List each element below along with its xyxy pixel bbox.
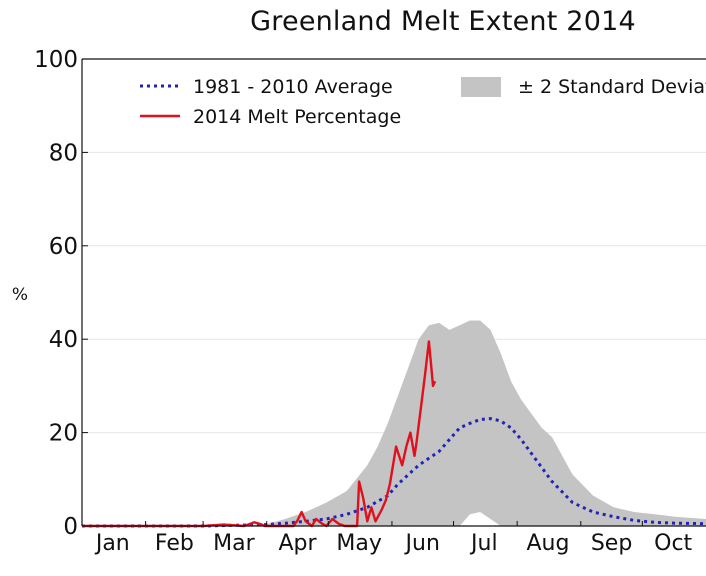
x-tick-label: Jul xyxy=(469,531,498,556)
y-tick-label: 20 xyxy=(49,421,78,447)
y-axis-label: % xyxy=(12,285,28,305)
y-tick-label: 100 xyxy=(34,47,78,73)
x-tick-label: Apr xyxy=(278,531,317,556)
x-tick-label: Oct xyxy=(654,531,692,556)
legend-swatch-band xyxy=(461,77,501,97)
y-tick-label: 0 xyxy=(63,514,78,540)
x-tick-label: Mar xyxy=(213,531,255,556)
axes: 0 20 40 60 80 100% Jan Feb Mar Apr May Jun Jul Aug Sep… xyxy=(12,47,706,556)
x-tick-label: Sep xyxy=(591,531,632,556)
x-tick-label: May xyxy=(336,531,381,556)
std-band-layer xyxy=(82,320,706,526)
x-tick-label: Jan xyxy=(94,531,130,556)
legend: 1981 - 2010 Average 2014 Melt Percentage ±… xyxy=(140,76,706,128)
y-tick-label: 60 xyxy=(49,234,78,260)
y-tick-label: 40 xyxy=(49,327,78,353)
grid-lines xyxy=(82,151,706,434)
x-tick-label: Feb xyxy=(155,531,194,556)
legend-label-2014: 2014 Melt Percentage xyxy=(193,106,401,128)
x-tick-label: Aug xyxy=(526,531,569,556)
legend-label-band: ± 2 Standard Deviation xyxy=(518,76,706,98)
chart-title: Greenland Melt Extent 2014 xyxy=(250,6,636,37)
x-tick-label: Jun xyxy=(404,531,440,556)
y-tick-label: 80 xyxy=(49,140,78,166)
std-deviation-band xyxy=(82,320,706,526)
legend-label-average: 1981 - 2010 Average xyxy=(193,76,393,98)
